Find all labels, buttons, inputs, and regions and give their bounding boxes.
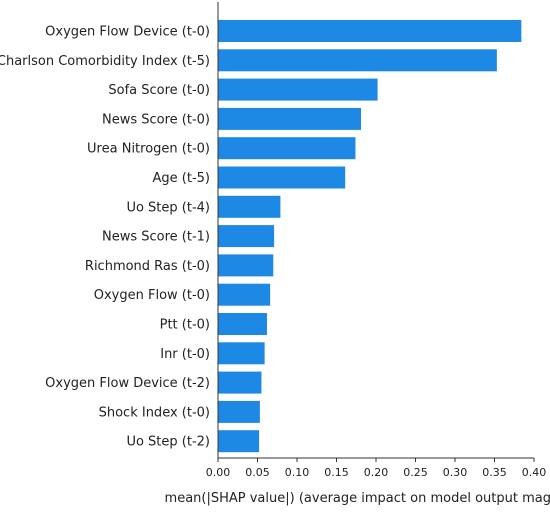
bar-7 (218, 225, 275, 248)
category-label-4: Urea Nitrogen (t-0) (87, 142, 210, 157)
x-tick-label-4: 0.20 (364, 466, 389, 479)
x-tick-label-7: 0.35 (482, 466, 507, 479)
category-label-13: Shock Index (t-0) (99, 405, 210, 420)
x-tick-label-0: 0.00 (206, 466, 231, 479)
x-ticks-group: 0.00 0.05 0.10 0.15 0.20 0.25 0.30 0.35 0.40 (206, 458, 547, 479)
category-label-8: Richmond Ras (t-0) (85, 259, 210, 274)
x-tick-label-8: 0.40 (522, 466, 547, 479)
category-label-1: Charlson Comorbidity Index (t-5) (0, 54, 210, 69)
category-label-2: Sofa Score (t-0) (108, 83, 210, 98)
x-tick-label-1: 0.05 (245, 466, 270, 479)
category-label-5: Age (t-5) (153, 171, 210, 186)
bar-2 (218, 78, 378, 101)
bar-8 (218, 254, 274, 277)
bar-12 (218, 371, 262, 394)
bar-3 (218, 107, 361, 130)
category-labels-group: Oxygen Flow Device (t-0) Charlson Comorbi… (0, 25, 210, 450)
bar-6 (218, 195, 281, 218)
category-label-12: Oxygen Flow Device (t-2) (45, 376, 210, 391)
bar-14 (218, 430, 260, 453)
x-tick-label-5: 0.25 (403, 466, 428, 479)
x-tick-label-3: 0.15 (324, 466, 349, 479)
bar-1 (218, 49, 497, 72)
bar-0 (218, 20, 522, 42)
bar-4 (218, 137, 356, 160)
bar-13 (218, 400, 260, 423)
bar-11 (218, 342, 265, 365)
bars-group (218, 20, 522, 453)
category-label-11: Inr (t-0) (160, 347, 210, 362)
x-tick-label-6: 0.30 (443, 466, 468, 479)
category-label-10: Ptt (t-0) (160, 318, 210, 333)
bar-5 (218, 166, 346, 189)
category-label-6: Uo Step (t-4) (126, 200, 210, 215)
category-label-14: Uo Step (t-2) (126, 435, 210, 450)
category-label-7: News Score (t-1) (102, 230, 210, 245)
category-label-0: Oxygen Flow Device (t-0) (45, 25, 210, 40)
bar-10 (218, 313, 267, 335)
category-label-9: Oxygen Flow (t-0) (94, 288, 210, 303)
category-label-3: News Score (t-0) (102, 112, 210, 127)
x-axis-label: mean(|SHAP value|) (average impact on mo… (165, 491, 550, 506)
bar-9 (218, 283, 271, 306)
x-tick-label-2: 0.10 (285, 466, 310, 479)
